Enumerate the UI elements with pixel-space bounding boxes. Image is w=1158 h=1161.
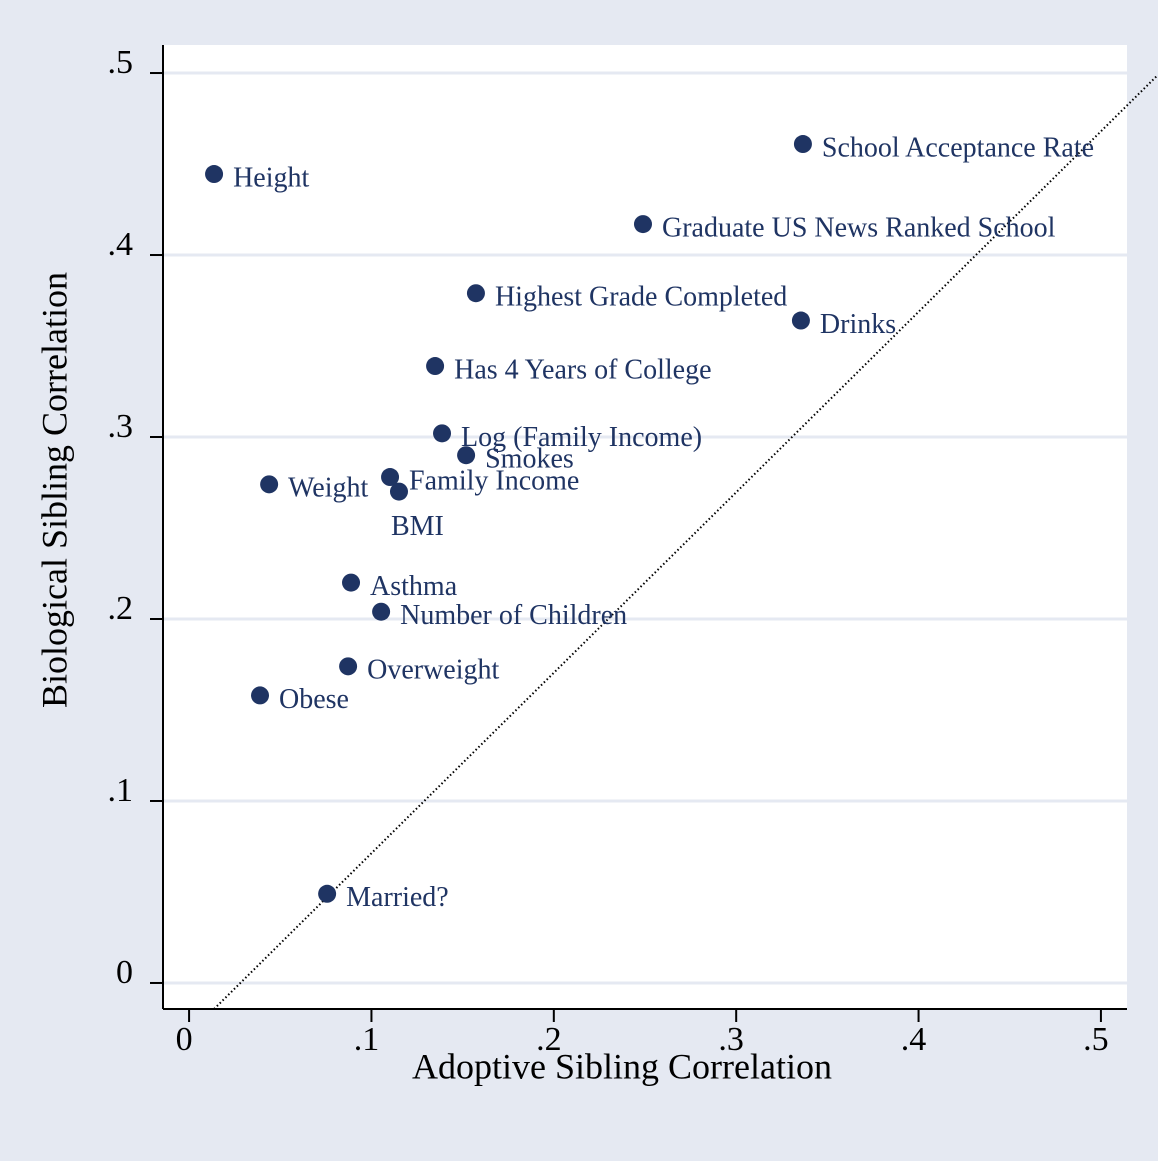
- point-label: Married?: [346, 882, 449, 913]
- y-tick-label: .2: [108, 590, 134, 627]
- x-tick-label: .1: [354, 1021, 380, 1058]
- point-label: Has 4 Years of College: [454, 354, 711, 385]
- y-tick-label: 0: [116, 954, 133, 991]
- y-tick-label: .3: [108, 408, 134, 445]
- plot-area: [163, 45, 1127, 1009]
- point: [260, 475, 279, 494]
- point-label: Family Income: [409, 465, 579, 496]
- point-label: Smokes: [485, 444, 574, 475]
- point: [633, 215, 652, 234]
- reference-line: [213, 74, 1158, 1010]
- point: [389, 482, 408, 501]
- point: [793, 135, 812, 154]
- point-label: Graduate US News Ranked School: [662, 212, 1056, 243]
- point: [342, 573, 361, 592]
- y-axis-title: Biological Sibling Correlation: [34, 272, 74, 708]
- x-tick-label: .5: [1083, 1021, 1109, 1058]
- x-axis-title: Adoptive Sibling Correlation: [412, 1046, 832, 1086]
- point-label: Drinks: [820, 309, 896, 340]
- x-tick-label: .3: [718, 1021, 744, 1058]
- point-label: Highest Grade Completed: [495, 282, 787, 313]
- x-tick-label: 0: [176, 1021, 193, 1058]
- y-tick-label: .5: [108, 44, 134, 81]
- point: [466, 284, 485, 303]
- point-label: School Acceptance Rate: [822, 132, 1094, 163]
- point: [251, 686, 270, 705]
- point: [372, 602, 391, 621]
- point-label: Height: [233, 162, 309, 193]
- x-tick-label: .2: [536, 1021, 562, 1058]
- point-label: Overweight: [367, 655, 499, 686]
- y-tick-label: .4: [108, 226, 134, 263]
- point-label: Asthma: [370, 571, 458, 602]
- point: [381, 468, 400, 487]
- y-tick-label: .1: [108, 772, 134, 809]
- point-label: Number of Children: [400, 600, 627, 631]
- point: [791, 311, 810, 330]
- point: [433, 424, 452, 443]
- point: [318, 884, 337, 903]
- point-label: Weight: [288, 473, 368, 504]
- x-tick-label: .4: [901, 1021, 927, 1058]
- point: [457, 446, 476, 465]
- point-label: Obese: [279, 684, 349, 715]
- point: [205, 165, 224, 184]
- point-label: Log (Family Income): [461, 422, 702, 453]
- point: [339, 657, 358, 676]
- point-label: BMI: [391, 511, 444, 542]
- point: [426, 357, 445, 376]
